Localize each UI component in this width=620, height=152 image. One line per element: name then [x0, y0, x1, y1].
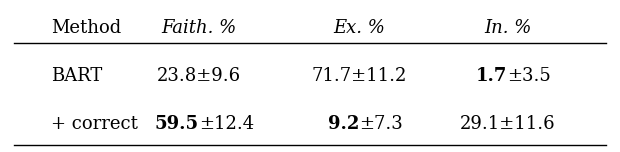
Text: Faith. %: Faith. %: [161, 19, 236, 37]
Text: ±7.3: ±7.3: [360, 115, 403, 133]
Text: 1.7: 1.7: [476, 67, 508, 85]
Text: 71.7±11.2: 71.7±11.2: [312, 67, 407, 85]
Text: + correct: + correct: [51, 115, 138, 133]
Text: Method: Method: [51, 19, 121, 37]
Text: ±3.5: ±3.5: [508, 67, 551, 85]
Text: 59.5: 59.5: [155, 115, 199, 133]
Text: 29.1±11.6: 29.1±11.6: [459, 115, 556, 133]
Text: BART: BART: [51, 67, 102, 85]
Text: ±12.4: ±12.4: [199, 115, 254, 133]
Text: Ex. %: Ex. %: [334, 19, 385, 37]
Text: 9.2: 9.2: [328, 115, 360, 133]
Text: 23.8±9.6: 23.8±9.6: [157, 67, 241, 85]
Text: In. %: In. %: [484, 19, 531, 37]
